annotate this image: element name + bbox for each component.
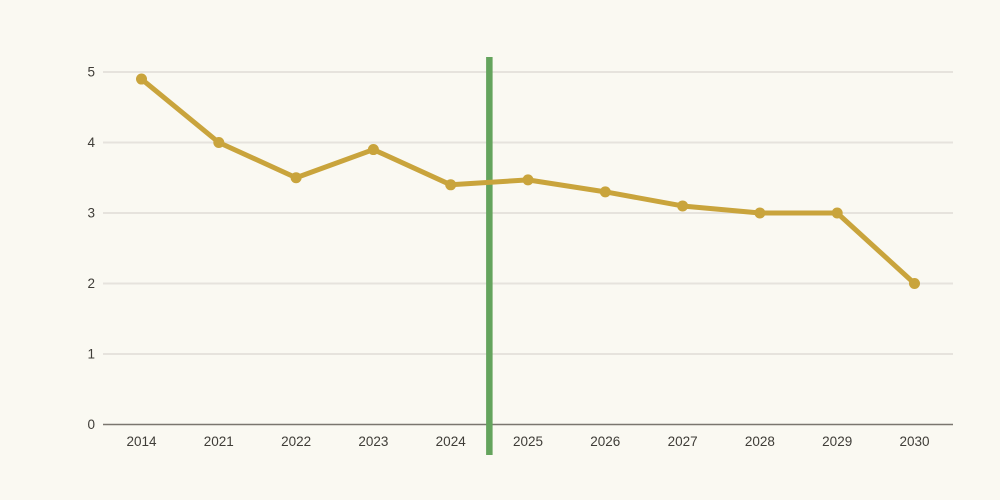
x-tick-label: 2029: [822, 434, 852, 449]
y-axis-labels: 0 1 2 3 4 5: [87, 65, 95, 433]
y-tick-label: 0: [87, 417, 95, 432]
data-point: [909, 278, 920, 289]
y-tick-label: 1: [87, 347, 95, 362]
data-point: [445, 179, 457, 191]
x-tick-label: 2026: [590, 434, 620, 449]
x-tick-label: 2023: [358, 434, 388, 449]
y-tick-label: 4: [87, 135, 95, 150]
x-tick-label: 2030: [899, 434, 929, 449]
data-point: [213, 137, 225, 148]
x-tick-label: 2022: [281, 434, 311, 449]
data-point: [599, 186, 611, 198]
x-axis-labels: 2014 2021 2022 2023 2024 2025 2026 2027 2028 2029…: [126, 434, 929, 449]
x-tick-label: 2024: [436, 434, 467, 449]
x-tick-label: 2021: [204, 434, 234, 449]
x-tick-label: 2025: [513, 434, 543, 449]
data-series: [136, 73, 920, 289]
data-point: [136, 73, 147, 85]
x-tick-label: 2027: [668, 434, 698, 449]
data-point: [290, 172, 302, 184]
data-point: [677, 200, 689, 212]
data-point: [367, 144, 379, 156]
data-point: [522, 174, 534, 186]
x-tick-label: 2014: [126, 434, 157, 449]
data-point: [754, 207, 766, 219]
y-tick-label: 5: [87, 65, 95, 80]
y-tick-label: 3: [87, 206, 95, 221]
x-tick-label: 2028: [745, 434, 775, 449]
y-tick-label: 2: [87, 276, 95, 291]
data-point: [831, 207, 843, 219]
